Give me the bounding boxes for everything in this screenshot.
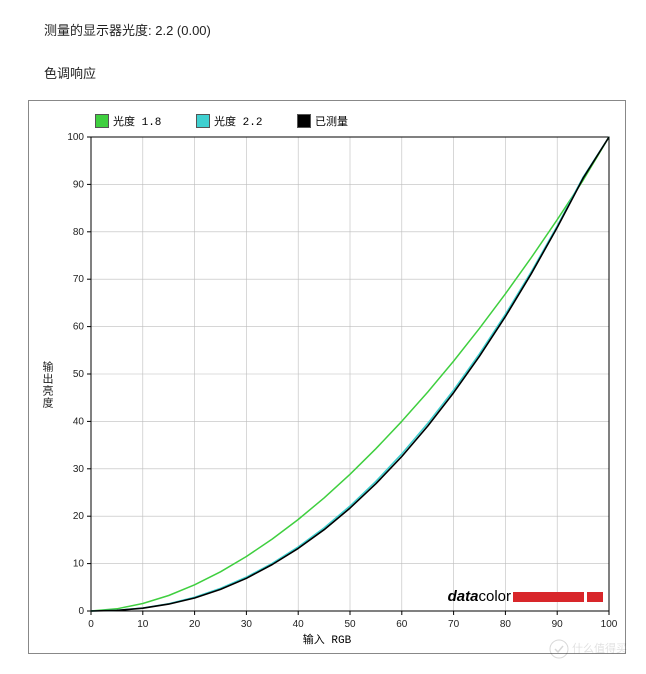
- chart-svg: 0 10 20 30 40 50 60 70 80 90 100 0 10 20 30 40 50 60 70 80 9…: [29, 101, 625, 653]
- x-axis-label: 输入 RGB: [29, 631, 625, 647]
- svg-text:20: 20: [189, 619, 201, 630]
- svg-text:40: 40: [293, 619, 305, 630]
- svg-text:60: 60: [396, 619, 408, 630]
- svg-text:0: 0: [88, 619, 94, 630]
- svg-text:20: 20: [73, 511, 85, 522]
- datacolor-branding: datacolor: [448, 588, 603, 605]
- legend-label-2: 已测量: [315, 117, 348, 129]
- svg-text:10: 10: [73, 559, 85, 570]
- svg-text:40: 40: [73, 416, 85, 427]
- legend-label-0: 光度 1.8: [113, 117, 161, 129]
- measured-gamma-text: 测量的显示器光度: 2.2 (0.00): [44, 20, 626, 39]
- brand-text-a: data: [448, 588, 479, 605]
- svg-text:70: 70: [448, 619, 460, 630]
- svg-text:30: 30: [73, 464, 85, 475]
- svg-text:50: 50: [73, 369, 85, 380]
- svg-text:50: 50: [344, 619, 356, 630]
- svg-text:30: 30: [241, 619, 253, 630]
- chart-subtitle: 色调响应: [44, 63, 626, 82]
- legend-swatch-2: [297, 114, 311, 128]
- brand-text-b: color: [478, 588, 511, 605]
- svg-text:0: 0: [78, 606, 84, 617]
- legend-swatch-0: [95, 114, 109, 128]
- svg-text:10: 10: [137, 619, 149, 630]
- y-axis-label: 输出亮度: [39, 361, 55, 409]
- svg-text:90: 90: [73, 179, 85, 190]
- brand-bar: [513, 592, 603, 602]
- legend-label-1: 光度 2.2: [214, 117, 262, 129]
- svg-text:60: 60: [73, 322, 85, 333]
- svg-text:80: 80: [73, 227, 85, 238]
- watermark: 什么值得买: [549, 639, 627, 659]
- svg-text:80: 80: [500, 619, 512, 630]
- svg-text:100: 100: [67, 132, 84, 143]
- svg-text:70: 70: [73, 274, 85, 285]
- tone-response-chart: 0 10 20 30 40 50 60 70 80 90 100 0 10 20 30 40 50 60 70 80 9…: [28, 100, 626, 654]
- svg-text:90: 90: [552, 619, 564, 630]
- svg-text:100: 100: [601, 619, 618, 630]
- legend-swatch-1: [196, 114, 210, 128]
- legend: 光度 1.8 光度 2.2 已测量: [95, 113, 376, 129]
